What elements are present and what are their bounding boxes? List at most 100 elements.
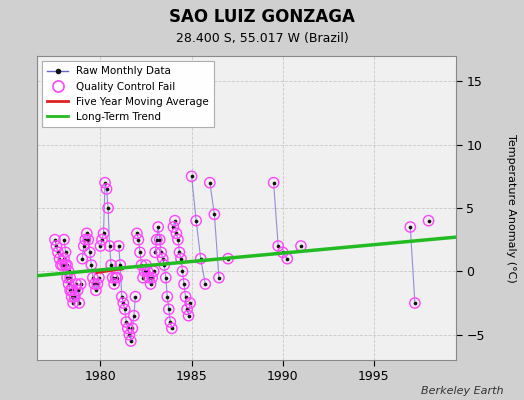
- Point: [165, 306, 173, 312]
- Point: [133, 230, 141, 236]
- Point: [100, 230, 108, 236]
- Point: [146, 281, 155, 287]
- Point: [77, 281, 85, 287]
- Point: [54, 249, 62, 256]
- Point: [160, 262, 168, 268]
- Point: [175, 249, 183, 256]
- Point: [87, 262, 95, 268]
- Point: [57, 262, 65, 268]
- Point: [121, 306, 129, 312]
- Point: [144, 268, 152, 274]
- Point: [168, 325, 176, 332]
- Point: [63, 262, 71, 268]
- Point: [161, 274, 170, 281]
- Point: [168, 325, 176, 332]
- Point: [63, 262, 71, 268]
- Point: [128, 325, 137, 332]
- Point: [177, 256, 185, 262]
- Legend: Raw Monthly Data, Quality Control Fail, Five Year Moving Average, Long-Term Tren: Raw Monthly Data, Quality Control Fail, …: [42, 61, 214, 127]
- Point: [131, 294, 139, 300]
- Point: [215, 274, 223, 281]
- Point: [90, 281, 99, 287]
- Point: [85, 249, 94, 256]
- Point: [98, 236, 106, 243]
- Point: [183, 306, 191, 312]
- Point: [112, 274, 120, 281]
- Point: [60, 236, 68, 243]
- Point: [100, 230, 108, 236]
- Point: [95, 274, 103, 281]
- Point: [73, 287, 82, 294]
- Point: [269, 180, 278, 186]
- Point: [81, 236, 90, 243]
- Point: [192, 218, 200, 224]
- Point: [133, 230, 141, 236]
- Point: [52, 243, 61, 249]
- Point: [52, 243, 61, 249]
- Point: [154, 224, 162, 230]
- Point: [101, 180, 109, 186]
- Point: [151, 249, 159, 256]
- Point: [117, 294, 126, 300]
- Point: [127, 338, 135, 344]
- Point: [215, 274, 223, 281]
- Point: [149, 268, 158, 274]
- Point: [125, 332, 134, 338]
- Point: [64, 268, 73, 274]
- Point: [274, 243, 282, 249]
- Point: [149, 268, 158, 274]
- Point: [130, 312, 138, 319]
- Point: [113, 274, 122, 281]
- Point: [130, 312, 138, 319]
- Point: [181, 294, 190, 300]
- Point: [73, 287, 82, 294]
- Point: [61, 249, 70, 256]
- Point: [184, 312, 193, 319]
- Point: [181, 294, 190, 300]
- Point: [424, 218, 433, 224]
- Point: [171, 218, 179, 224]
- Point: [77, 281, 85, 287]
- Point: [196, 256, 205, 262]
- Point: [125, 332, 134, 338]
- Point: [64, 268, 73, 274]
- Point: [78, 256, 86, 262]
- Point: [105, 243, 114, 249]
- Point: [122, 319, 130, 325]
- Point: [110, 281, 118, 287]
- Point: [119, 300, 127, 306]
- Point: [184, 312, 193, 319]
- Point: [69, 300, 78, 306]
- Point: [274, 243, 282, 249]
- Point: [157, 249, 166, 256]
- Point: [55, 256, 63, 262]
- Point: [107, 262, 115, 268]
- Point: [72, 281, 80, 287]
- Point: [55, 256, 63, 262]
- Point: [180, 281, 188, 287]
- Point: [121, 306, 129, 312]
- Point: [145, 274, 153, 281]
- Point: [85, 249, 94, 256]
- Point: [201, 281, 210, 287]
- Point: [117, 294, 126, 300]
- Point: [163, 294, 171, 300]
- Point: [51, 236, 59, 243]
- Point: [128, 325, 137, 332]
- Point: [210, 211, 219, 218]
- Point: [107, 262, 115, 268]
- Point: [127, 338, 135, 344]
- Point: [61, 262, 70, 268]
- Point: [156, 236, 164, 243]
- Point: [279, 249, 287, 256]
- Point: [163, 294, 171, 300]
- Point: [122, 319, 130, 325]
- Point: [72, 281, 80, 287]
- Point: [89, 274, 97, 281]
- Point: [180, 281, 188, 287]
- Point: [80, 243, 88, 249]
- Point: [69, 300, 78, 306]
- Point: [183, 306, 191, 312]
- Point: [102, 186, 111, 192]
- Point: [297, 243, 305, 249]
